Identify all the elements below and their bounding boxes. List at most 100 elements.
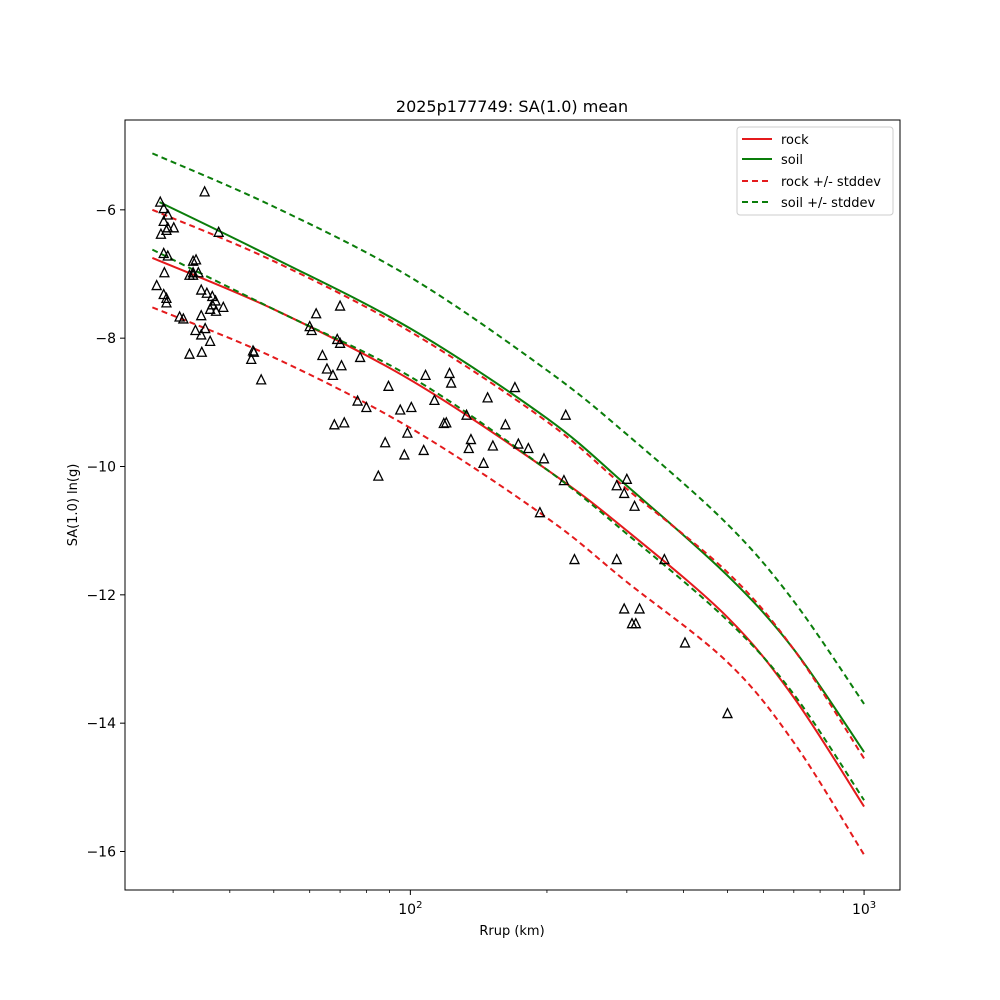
series-line-soil-stddev-lower bbox=[151, 248, 865, 801]
observation-point bbox=[158, 202, 170, 214]
observation-point bbox=[398, 448, 410, 460]
observation-point bbox=[538, 452, 550, 464]
observation-point bbox=[405, 401, 417, 413]
observation-point bbox=[192, 266, 204, 278]
legend-box bbox=[736, 126, 894, 216]
y-tick-label: −16 bbox=[86, 845, 116, 861]
observation-point bbox=[352, 394, 364, 406]
observation-point bbox=[306, 324, 318, 336]
series-lines bbox=[151, 152, 865, 856]
series-line-rock-stddev-upper bbox=[151, 208, 865, 760]
observation-point bbox=[382, 379, 395, 391]
observation-point bbox=[199, 322, 211, 334]
observation-point bbox=[618, 602, 630, 614]
observation-point bbox=[213, 225, 225, 237]
observation-point bbox=[534, 506, 546, 518]
x-axis-label: Rrup (km) bbox=[479, 924, 544, 939]
observation-point bbox=[629, 499, 641, 511]
observation-markers bbox=[151, 185, 734, 719]
y-tick-label: −14 bbox=[86, 716, 116, 732]
observation-point bbox=[160, 223, 172, 236]
observation-point bbox=[487, 439, 499, 451]
observation-point bbox=[154, 195, 166, 207]
observation-point bbox=[611, 479, 623, 491]
y-tick-label: −6 bbox=[95, 203, 116, 219]
observation-point bbox=[190, 253, 202, 265]
observation-point bbox=[418, 444, 430, 456]
observation-point bbox=[210, 304, 222, 316]
observation-point bbox=[633, 602, 646, 614]
observation-point bbox=[183, 347, 196, 359]
observation-point bbox=[721, 707, 734, 719]
observation-point bbox=[560, 408, 572, 420]
observation-point bbox=[512, 437, 524, 449]
observation-point bbox=[354, 350, 366, 363]
legend-label-soil-stddev: soil +/- stddev bbox=[781, 196, 876, 211]
chart-title: 2025p177749: SA(1.0) mean bbox=[396, 97, 628, 116]
observation-point bbox=[443, 367, 456, 379]
observation-point bbox=[401, 426, 413, 438]
observation-point bbox=[195, 283, 207, 295]
legend-label-rock-stddev: rock +/- stddev bbox=[781, 175, 881, 190]
observation-point bbox=[168, 221, 180, 233]
axes-ticks: −6 −8 −10 −12 −14 −16 102 103 bbox=[86, 203, 876, 918]
observation-point bbox=[248, 345, 260, 357]
observation-point bbox=[478, 456, 490, 468]
observation-point bbox=[509, 381, 521, 393]
observation-point bbox=[372, 469, 384, 481]
observation-point bbox=[482, 391, 494, 403]
legend: rock soil rock +/- stddev soil +/- stdde… bbox=[736, 126, 894, 216]
observation-point bbox=[328, 418, 340, 430]
observation-point bbox=[195, 328, 207, 340]
observation-point bbox=[611, 553, 623, 565]
y-tick-label: −8 bbox=[95, 331, 116, 347]
plot-frame bbox=[124, 119, 901, 891]
observation-point bbox=[460, 408, 473, 420]
observation-point bbox=[199, 185, 211, 197]
observation-point bbox=[209, 294, 222, 306]
x-tick-label: 102 bbox=[398, 900, 422, 918]
observation-point bbox=[158, 214, 170, 227]
observation-point bbox=[379, 436, 391, 448]
legend-label-rock: rock bbox=[781, 133, 809, 148]
y-tick-label: −10 bbox=[86, 460, 116, 476]
observation-point bbox=[151, 279, 163, 291]
observation-point bbox=[360, 401, 372, 413]
observation-point bbox=[204, 334, 216, 347]
y-tick-label: −12 bbox=[86, 588, 116, 604]
observation-point bbox=[245, 352, 257, 364]
observation-point bbox=[465, 433, 477, 445]
observation-point bbox=[162, 208, 174, 220]
observation-point bbox=[327, 368, 339, 381]
observation-point bbox=[679, 636, 691, 648]
observation-point bbox=[419, 368, 432, 381]
observation-point bbox=[445, 376, 457, 388]
observation-point bbox=[568, 553, 581, 565]
observation-point bbox=[499, 418, 511, 430]
observation-point bbox=[160, 291, 172, 304]
observation-point bbox=[618, 486, 630, 499]
observation-point bbox=[160, 296, 172, 308]
observation-point bbox=[255, 373, 267, 385]
observation-point bbox=[196, 345, 208, 357]
observation-point bbox=[217, 300, 229, 313]
observation-point bbox=[189, 324, 202, 336]
observation-point bbox=[558, 474, 570, 486]
observation-point bbox=[428, 393, 440, 406]
observation-point bbox=[658, 553, 670, 565]
observation-point bbox=[158, 247, 170, 259]
observation-point bbox=[195, 309, 207, 321]
series-line-soil-stddev-upper bbox=[151, 152, 865, 705]
observation-point bbox=[394, 403, 406, 415]
observation-point bbox=[440, 416, 452, 428]
observation-point bbox=[338, 416, 350, 428]
series-line-rock-stddev-lower bbox=[151, 306, 865, 856]
y-axis-label: SA(1.0) ln(g) bbox=[66, 464, 81, 547]
observation-point bbox=[177, 312, 189, 324]
observation-point bbox=[187, 254, 199, 266]
observation-point bbox=[630, 617, 642, 629]
observation-point bbox=[321, 362, 333, 374]
observation-point bbox=[463, 442, 475, 454]
observation-point bbox=[158, 266, 170, 278]
